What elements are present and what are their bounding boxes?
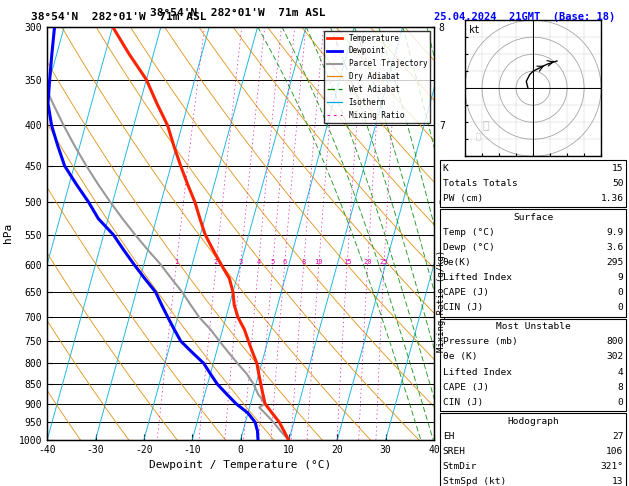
Text: 6: 6 xyxy=(282,259,287,264)
Text: Dewp (°C): Dewp (°C) xyxy=(443,243,494,252)
Text: 25: 25 xyxy=(380,259,388,264)
Text: 38°54'N  282°01'W  71m ASL: 38°54'N 282°01'W 71m ASL xyxy=(150,8,325,18)
Text: Surface: Surface xyxy=(513,213,553,222)
Text: 3: 3 xyxy=(238,259,243,264)
Text: 302: 302 xyxy=(606,352,623,362)
Text: 321°: 321° xyxy=(600,462,623,471)
Text: Most Unstable: Most Unstable xyxy=(496,322,571,331)
Text: Lifted Index: Lifted Index xyxy=(443,273,512,282)
Text: CIN (J): CIN (J) xyxy=(443,303,483,312)
Text: Totals Totals: Totals Totals xyxy=(443,179,518,188)
Text: 0: 0 xyxy=(618,288,623,297)
Text: CAPE (J): CAPE (J) xyxy=(443,288,489,297)
Text: CAPE (J): CAPE (J) xyxy=(443,382,489,392)
Text: 15: 15 xyxy=(612,164,623,173)
Text: 4: 4 xyxy=(618,367,623,377)
Text: 38°54'N  282°01'W  71m ASL: 38°54'N 282°01'W 71m ASL xyxy=(31,12,207,22)
Text: 3.6: 3.6 xyxy=(606,243,623,252)
Text: Hodograph: Hodograph xyxy=(507,417,559,426)
Text: 9: 9 xyxy=(618,273,623,282)
Text: kt: kt xyxy=(469,25,480,35)
Text: CIN (J): CIN (J) xyxy=(443,398,483,407)
Text: 1.36: 1.36 xyxy=(600,194,623,203)
Text: Temp (°C): Temp (°C) xyxy=(443,228,494,237)
Text: StmSpd (kt): StmSpd (kt) xyxy=(443,477,506,486)
Text: 106: 106 xyxy=(606,447,623,456)
Text: 295: 295 xyxy=(606,258,623,267)
Text: 25.04.2024  21GMT  (Base: 18): 25.04.2024 21GMT (Base: 18) xyxy=(434,12,615,22)
Text: 20: 20 xyxy=(364,259,372,264)
Text: Lifted Index: Lifted Index xyxy=(443,367,512,377)
Text: SREH: SREH xyxy=(443,447,466,456)
Legend: Temperature, Dewpoint, Parcel Trajectory, Dry Adiabat, Wet Adiabat, Isotherm, Mi: Temperature, Dewpoint, Parcel Trajectory… xyxy=(324,31,430,122)
Text: Mixing Ratio (g/kg): Mixing Ratio (g/kg) xyxy=(437,250,446,352)
Text: 1: 1 xyxy=(174,259,179,264)
Text: 50: 50 xyxy=(612,179,623,188)
Text: StmDir: StmDir xyxy=(443,462,477,471)
Text: ⫸: ⫸ xyxy=(482,121,489,131)
Text: 0: 0 xyxy=(618,303,623,312)
Text: 0: 0 xyxy=(618,398,623,407)
Text: PW (cm): PW (cm) xyxy=(443,194,483,203)
Text: Pressure (mb): Pressure (mb) xyxy=(443,337,518,347)
Text: 800: 800 xyxy=(606,337,623,347)
Text: 2: 2 xyxy=(214,259,218,264)
Text: EH: EH xyxy=(443,432,454,441)
Text: 8: 8 xyxy=(618,382,623,392)
Text: 15: 15 xyxy=(343,259,352,264)
Y-axis label: km
ASL: km ASL xyxy=(447,225,469,242)
Text: 5: 5 xyxy=(270,259,275,264)
Text: θe(K): θe(K) xyxy=(443,258,472,267)
Text: θe (K): θe (K) xyxy=(443,352,477,362)
X-axis label: Dewpoint / Temperature (°C): Dewpoint / Temperature (°C) xyxy=(150,460,331,470)
Text: 13: 13 xyxy=(612,477,623,486)
Text: 27: 27 xyxy=(612,432,623,441)
Text: 8: 8 xyxy=(301,259,306,264)
Text: 10: 10 xyxy=(314,259,323,264)
Text: K: K xyxy=(443,164,448,173)
Text: 9.9: 9.9 xyxy=(606,228,623,237)
Text: ⫸: ⫸ xyxy=(476,132,481,141)
Text: 4: 4 xyxy=(257,259,260,264)
Y-axis label: hPa: hPa xyxy=(3,223,13,243)
